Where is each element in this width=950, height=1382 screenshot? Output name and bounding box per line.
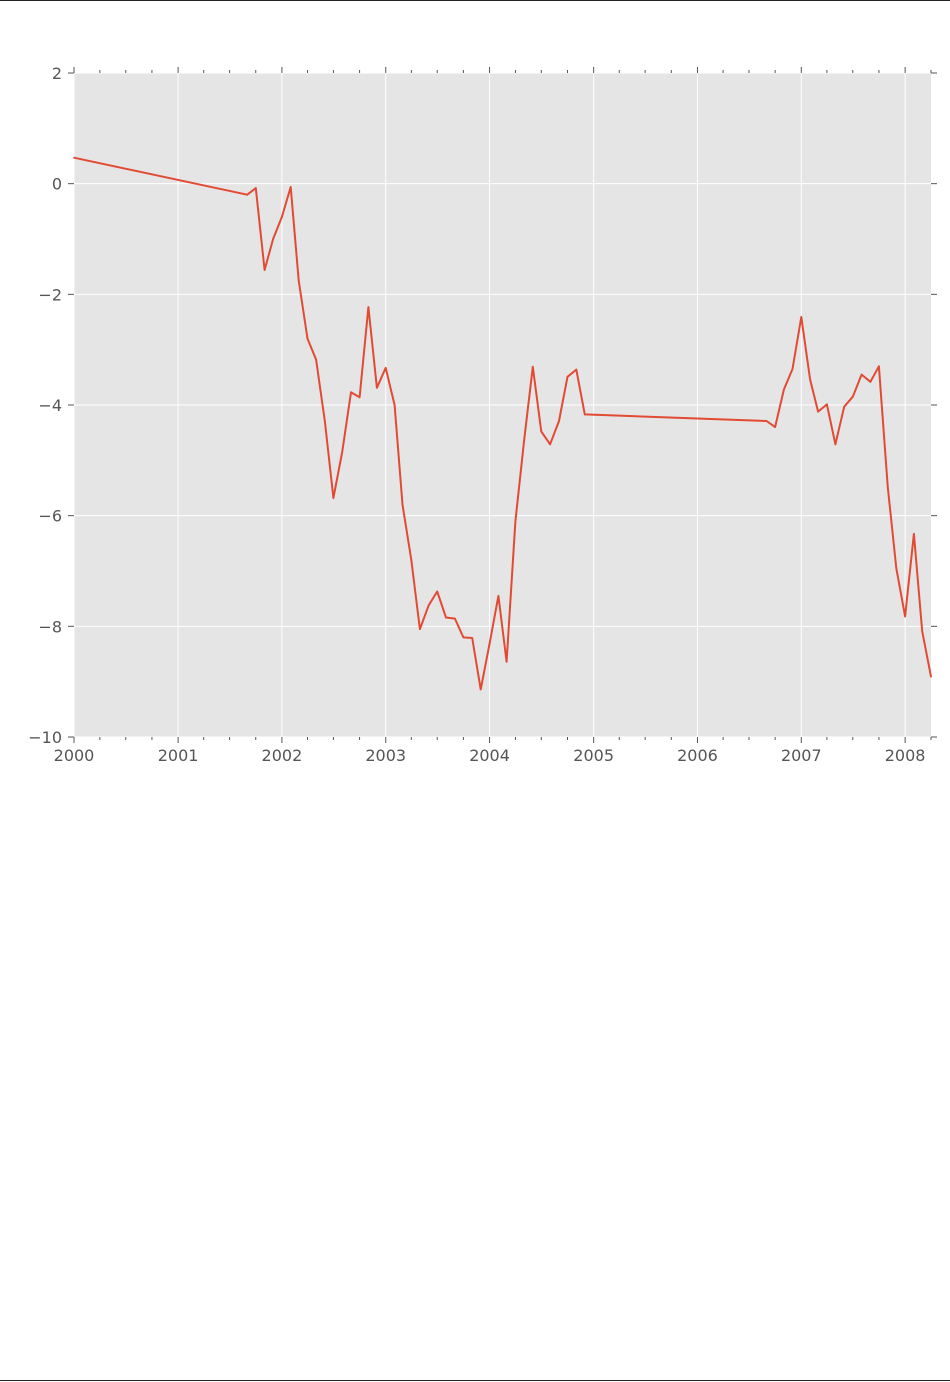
data-point	[575, 368, 578, 371]
data-point	[445, 616, 447, 619]
data-point	[921, 630, 923, 633]
x-tick-label: 2006	[677, 746, 718, 765]
x-tick-label: 2003	[365, 746, 406, 765]
data-point	[843, 405, 845, 408]
data-point	[904, 615, 906, 618]
line-chart: 20−2−4−6−8−10 2000 2001 2002 2003 2004 2005 20…	[28, 64, 937, 765]
data-point	[315, 358, 317, 361]
data-point	[324, 420, 326, 423]
x-tick-label: 2008	[885, 746, 926, 765]
y-tick-label: −2	[38, 285, 62, 304]
data-point	[297, 279, 300, 282]
data-point	[419, 628, 421, 630]
x-tick-labels: 2000 2001 2002 2003 2004 2005 2006 2007 2008	[54, 746, 926, 765]
top-page-rule	[0, 0, 950, 1]
x-tick-label: 2001	[158, 746, 199, 765]
data-point	[783, 388, 785, 391]
bottom-page-rule	[0, 1380, 950, 1381]
y-tick-label: 0	[52, 175, 62, 194]
data-point	[566, 376, 569, 378]
data-point	[376, 387, 378, 389]
x-tick-label: 2005	[573, 746, 614, 765]
data-point	[367, 306, 370, 308]
data-point	[826, 403, 828, 406]
data-point	[834, 443, 837, 446]
data-point	[410, 559, 413, 561]
data-point	[540, 430, 543, 433]
y-tick-label: −6	[38, 507, 62, 526]
data-point	[246, 193, 248, 196]
data-point	[817, 410, 819, 413]
data-point	[358, 396, 361, 399]
data-point	[765, 420, 768, 422]
data-point	[436, 590, 439, 593]
data-point	[471, 637, 474, 639]
series-lines	[73, 156, 932, 691]
data-point	[73, 156, 75, 159]
data-point	[878, 365, 880, 368]
x-tick-label: 2007	[781, 746, 822, 765]
data-point	[427, 604, 430, 607]
data-point	[306, 337, 309, 340]
data-point	[532, 366, 534, 368]
data-point	[393, 404, 396, 406]
y-tick-label: −4	[38, 396, 62, 415]
data-point	[272, 238, 274, 240]
data-point	[523, 440, 525, 443]
data-point	[895, 567, 898, 569]
data-point	[281, 216, 283, 218]
data-point	[800, 316, 803, 318]
data-point	[479, 688, 482, 691]
y-tick-label: −10	[28, 728, 62, 747]
data-point	[384, 367, 387, 369]
x-tick-label: 2002	[262, 746, 303, 765]
data-point	[341, 451, 344, 453]
data-point	[332, 497, 335, 499]
data-point	[401, 503, 404, 506]
data-point	[505, 660, 508, 663]
data-point	[774, 426, 776, 428]
data-point	[930, 675, 932, 678]
y-tick-label: −8	[38, 617, 62, 636]
data-point	[887, 486, 889, 489]
data-point	[860, 373, 863, 376]
data-point	[263, 269, 266, 271]
data-point	[549, 443, 551, 446]
data-point	[462, 636, 465, 639]
data-point	[558, 420, 560, 422]
data-point	[809, 378, 811, 381]
axis-ticks	[68, 67, 937, 743]
data-point	[852, 395, 854, 398]
data-point	[488, 642, 491, 645]
data-point	[289, 186, 292, 188]
data-point	[791, 368, 794, 370]
x-tick-label: 2004	[469, 746, 510, 765]
data-point	[350, 391, 352, 394]
data-point	[255, 187, 257, 189]
data-point	[497, 595, 500, 597]
data-point	[584, 413, 586, 416]
y-tick-label: 2	[52, 64, 62, 83]
data-point	[454, 617, 456, 620]
x-tick-label: 2000	[54, 746, 95, 765]
data-point	[514, 520, 517, 522]
data-point	[913, 533, 915, 535]
data-point	[869, 381, 872, 383]
y-tick-labels: 2 0 −2 −4 −6 −8 −10	[28, 64, 62, 747]
